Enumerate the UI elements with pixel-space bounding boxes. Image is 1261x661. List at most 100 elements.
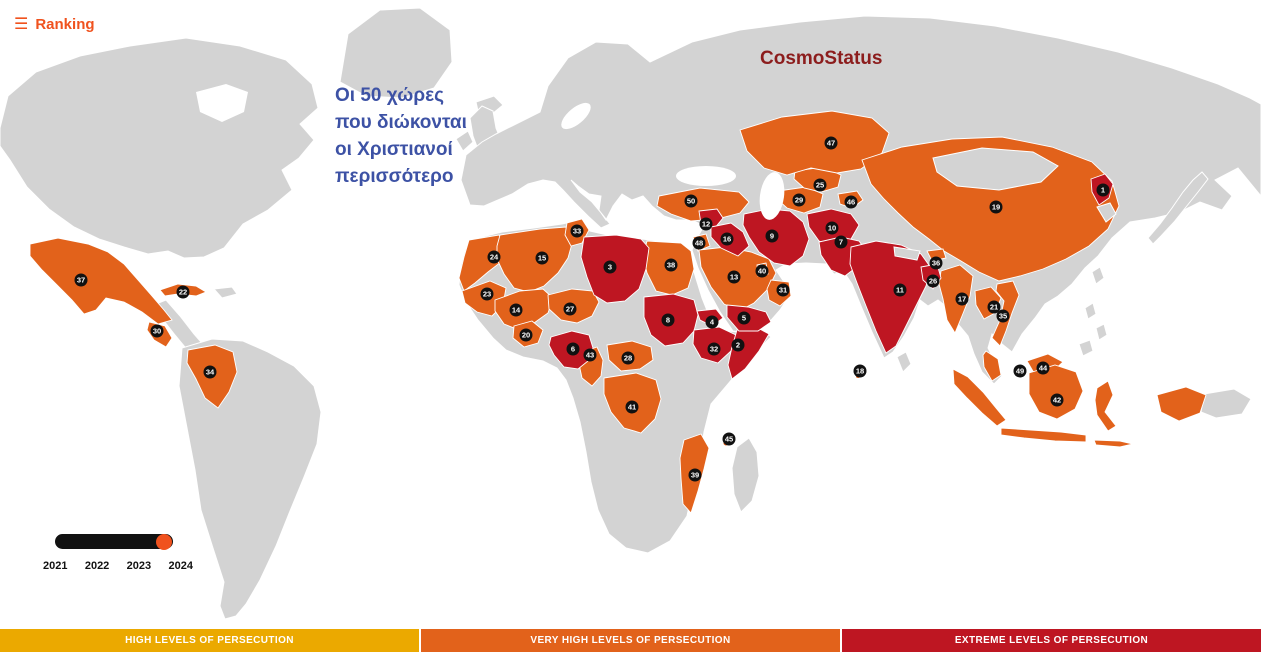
country-shape[interactable] [849, 240, 932, 354]
country-shape[interactable] [739, 110, 890, 176]
landmass-hispaniola [212, 286, 238, 299]
map-marker-45[interactable]: 45 [722, 432, 736, 446]
page-title-line: που διώκονται [335, 112, 467, 133]
map-marker-27[interactable]: 27 [563, 302, 577, 316]
map-marker-16[interactable]: 16 [720, 232, 734, 246]
black-sea [676, 166, 736, 186]
map-marker-5[interactable]: 5 [737, 311, 751, 325]
map-marker-22[interactable]: 22 [176, 285, 190, 299]
page-title: Οι 50 χώρες που διώκονται οι Χριστιανοί … [335, 82, 467, 190]
country-shape[interactable] [952, 368, 1007, 427]
slider-year-2024[interactable]: 2024 [168, 560, 193, 572]
map-marker-2[interactable]: 2 [731, 338, 745, 352]
caspian-sea [759, 172, 785, 220]
country-shape[interactable] [1094, 380, 1117, 432]
map-marker-15[interactable]: 15 [535, 251, 549, 265]
landmass-taiwan [1091, 266, 1105, 285]
page-title-line: περισσότερο [335, 166, 454, 187]
menu-and-brand[interactable]: ☰ Ranking [14, 16, 95, 33]
map-marker-34[interactable]: 34 [203, 365, 217, 379]
map-marker-9[interactable]: 9 [765, 229, 779, 243]
hudson-bay [196, 84, 248, 122]
landmass-south-korea [1096, 202, 1117, 223]
country-shape[interactable] [494, 288, 554, 331]
landmass-ireland [455, 130, 474, 152]
map-marker-11[interactable]: 11 [893, 283, 907, 297]
map-marker-29[interactable]: 29 [792, 193, 806, 207]
map-marker-40[interactable]: 40 [755, 264, 769, 278]
map-marker-43[interactable]: 43 [583, 348, 597, 362]
map-marker-50[interactable]: 50 [684, 194, 698, 208]
map-marker-47[interactable]: 47 [824, 136, 838, 150]
map-marker-41[interactable]: 41 [625, 400, 639, 414]
year-slider-knob[interactable] [156, 533, 172, 550]
landmass-south-america [178, 338, 322, 620]
landmass-east-new-guinea [1200, 388, 1252, 419]
map-marker-46[interactable]: 46 [844, 195, 858, 209]
country-shape[interactable] [1028, 364, 1084, 420]
map-marker-24[interactable]: 24 [487, 250, 501, 264]
slider-year-2021[interactable]: 2021 [43, 560, 68, 572]
map-marker-18[interactable]: 18 [853, 364, 867, 378]
slider-year-2023[interactable]: 2023 [126, 560, 152, 572]
slider-years: 2021 2022 2023 2024 [43, 560, 193, 572]
map-marker-37[interactable]: 37 [74, 273, 88, 287]
map-marker-7[interactable]: 7 [834, 235, 848, 249]
map-marker-3[interactable]: 3 [603, 260, 617, 274]
map-marker-4[interactable]: 4 [705, 315, 719, 329]
landmass-philippines-2 [1095, 323, 1108, 341]
legend-item-2: EXTREME LEVELS OF PERSECUTION [842, 629, 1261, 652]
legend-item-1: VERY HIGH LEVELS OF PERSECUTION [421, 629, 840, 652]
page-title-line: οι Χριστιανοί [335, 139, 453, 160]
map-marker-8[interactable]: 8 [661, 313, 675, 327]
landmass-sri-lanka [896, 351, 912, 373]
map-marker-13[interactable]: 13 [727, 270, 741, 284]
country-shape[interactable] [1000, 427, 1087, 443]
map-marker-6[interactable]: 6 [566, 342, 580, 356]
map-marker-17[interactable]: 17 [955, 292, 969, 306]
map-marker-38[interactable]: 38 [664, 258, 678, 272]
map-marker-23[interactable]: 23 [480, 287, 494, 301]
map-marker-44[interactable]: 44 [1036, 361, 1050, 375]
map-marker-35[interactable]: 35 [996, 309, 1010, 323]
page-title-line: Οι 50 χώρες [335, 85, 444, 106]
map-marker-25[interactable]: 25 [813, 178, 827, 192]
map-marker-42[interactable]: 42 [1050, 393, 1064, 407]
map-marker-33[interactable]: 33 [570, 224, 584, 238]
map-marker-19[interactable]: 19 [989, 200, 1003, 214]
markers-layer: 1 2 3 4 5 6 7 8 9 10 11 12 13 14 15 16 17 18 19 20 21 22 23 24 2… [74, 136, 1110, 482]
map-marker-49[interactable]: 49 [1013, 364, 1027, 378]
legend-bar: HIGH LEVELS OF PERSECUTION VERY HIGH LEVE… [0, 629, 1261, 652]
country-shape[interactable] [656, 187, 750, 222]
map-marker-10[interactable]: 10 [825, 221, 839, 235]
country-shape[interactable] [29, 237, 173, 325]
baltic-sea [561, 102, 591, 130]
watermark-logo: CosmoStatus [760, 48, 883, 69]
map-marker-1[interactable]: 1 [1096, 183, 1110, 197]
landmass-madagascar [731, 437, 760, 513]
country-shape[interactable] [1093, 439, 1134, 448]
map-marker-26[interactable]: 26 [926, 274, 940, 288]
menu-icon[interactable]: ☰ [14, 15, 29, 33]
map-marker-28[interactable]: 28 [621, 351, 635, 365]
map-marker-20[interactable]: 20 [519, 328, 533, 342]
map-marker-32[interactable]: 32 [707, 342, 721, 356]
country-shape[interactable] [982, 350, 1002, 382]
landmass-nepal [893, 246, 921, 261]
world-map [0, 7, 1261, 620]
slider-year-2022[interactable]: 2022 [84, 560, 110, 572]
map-marker-36[interactable]: 36 [929, 256, 943, 270]
map-marker-31[interactable]: 31 [776, 283, 790, 297]
map-marker-48[interactable]: 48 [692, 236, 706, 250]
landmass-mongolia [932, 147, 1059, 191]
map-marker-39[interactable]: 39 [688, 468, 702, 482]
map-marker-12[interactable]: 12 [699, 217, 713, 231]
country-shape[interactable] [1156, 386, 1207, 422]
map-marker-14[interactable]: 14 [509, 303, 523, 317]
map-marker-21[interactable]: 21 [987, 300, 1001, 314]
legend-item-0: HIGH LEVELS OF PERSECUTION [0, 629, 419, 652]
map-marker-30[interactable]: 30 [150, 324, 164, 338]
brand-label: Ranking [35, 16, 95, 33]
year-slider-track[interactable] [55, 533, 173, 550]
